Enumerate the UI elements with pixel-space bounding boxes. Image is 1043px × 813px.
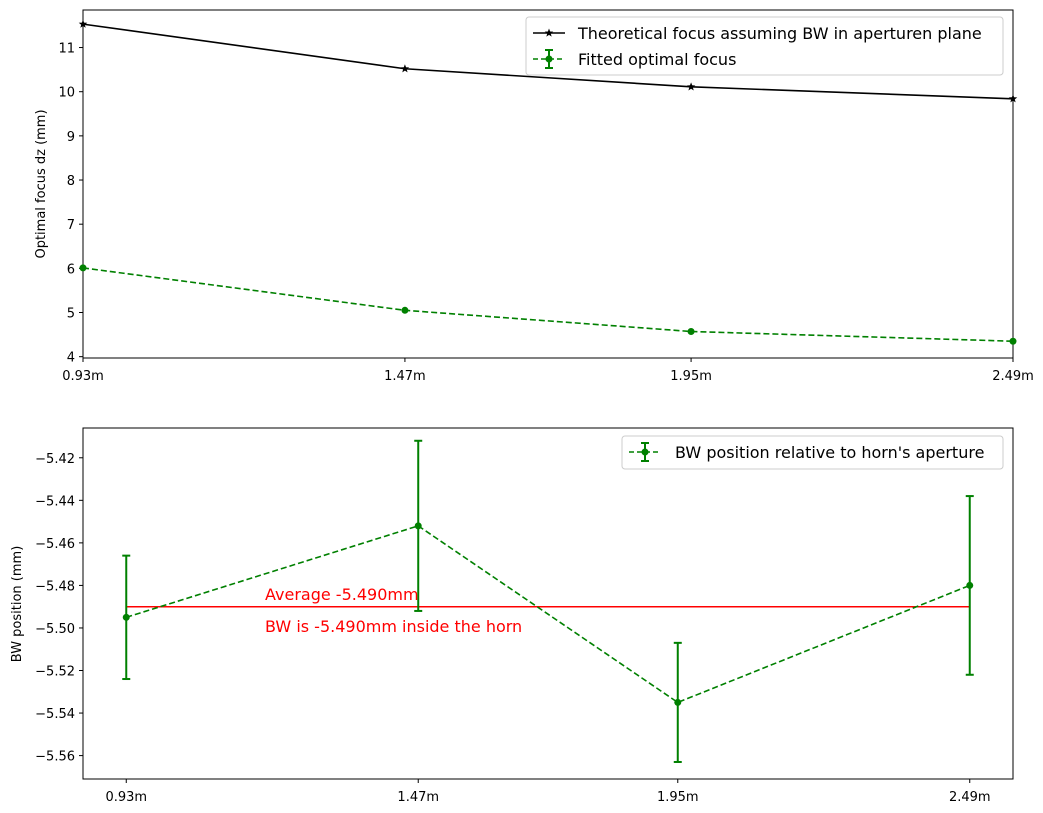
bw-position-chart: −5.42 −5.44 −5.46 −5.48 −5.50 −5.52 −5.54 −5.56… (10, 427, 1014, 805)
bottom-x-tick-label: 2.49m (949, 790, 991, 805)
top-point-star (78, 19, 88, 28)
bottom-x-tick-label: 1.95m (657, 790, 699, 805)
legend-label-bw: BW position relative to horn's aperture (675, 443, 984, 462)
top-point-star (686, 82, 696, 91)
top-x-tick-label: 2.49m (992, 369, 1034, 384)
bottom-y-tick-label: −5.56 (35, 750, 75, 765)
top-plot-frame (82, 9, 1014, 359)
top-y-tick-label: 10 (58, 86, 75, 101)
top-y-axis-label: Optimal focus dz (mm) (34, 109, 49, 258)
top-y-tick-label: 5 (67, 307, 75, 322)
bottom-y-tick-label: −5.46 (35, 537, 75, 552)
top-point-star (1008, 94, 1018, 103)
bottom-y-tick-label: −5.54 (35, 707, 75, 722)
top-series-group (78, 19, 1018, 345)
annotation-inside-horn: BW is -5.490mm inside the horn (265, 617, 522, 636)
top-point-circle (1009, 337, 1017, 345)
bottom-y-axis-label: BW position (mm) (10, 546, 25, 663)
legend-marker-fitted (545, 55, 553, 63)
bottom-y-axis: −5.42 −5.44 −5.46 −5.48 −5.50 −5.52 −5.54 −5.56 (35, 452, 83, 765)
top-y-tick-label: 11 (58, 42, 75, 57)
bottom-y-tick-label: −5.48 (35, 579, 75, 594)
bottom-plot-frame (82, 427, 1014, 780)
legend-label-theoretical: Theoretical focus assuming BW in apertur… (577, 24, 982, 43)
focus-chart: 4 5 6 7 8 9 10 11 0.93m 1.47m 1.95m 2.49m Optimal … (34, 9, 1034, 384)
top-y-axis: 4 5 6 7 8 9 10 11 (58, 42, 83, 366)
bottom-x-tick-label: 1.47m (397, 790, 439, 805)
bottom-point-circle (414, 522, 422, 530)
bottom-y-tick-label: −5.50 (35, 622, 75, 637)
top-x-tick-label: 1.95m (670, 369, 712, 384)
annotation-average: Average -5.490mm (265, 585, 419, 604)
top-x-tick-label: 0.93m (62, 369, 104, 384)
legend-marker-bw (641, 448, 649, 456)
bottom-x-axis: 0.93m 1.47m 1.95m 2.49m (105, 779, 991, 805)
top-point-circle (401, 306, 409, 314)
legend-marker-theoretical (544, 28, 554, 37)
top-y-tick-label: 9 (67, 130, 75, 145)
top-y-tick-label: 6 (67, 262, 75, 277)
top-y-tick-label: 8 (67, 174, 75, 189)
top-point-star (400, 64, 410, 73)
bottom-y-tick-label: −5.44 (35, 494, 75, 509)
bottom-series-group (122, 439, 974, 763)
bottom-point-circle (966, 581, 974, 589)
bottom-series-line-0 (126, 524, 971, 704)
bottom-y-tick-label: −5.52 (35, 665, 75, 680)
top-series-line-0 (82, 23, 1014, 100)
bottom-legend-box (621, 435, 1004, 470)
top-x-tick-label: 1.47m (384, 369, 426, 384)
bottom-y-tick-label: −5.42 (35, 452, 75, 467)
top-legend-box (525, 16, 1004, 76)
bottom-x-tick-label: 0.93m (105, 790, 147, 805)
top-point-circle (79, 264, 87, 272)
bottom-point-circle (122, 613, 130, 621)
legend-label-fitted: Fitted optimal focus (578, 50, 736, 69)
top-y-tick-label: 7 (67, 218, 75, 233)
bottom-legend: BW position relative to horn's aperture (621, 435, 1004, 470)
top-legend: Theoretical focus assuming BW in apertur… (525, 16, 1004, 76)
bottom-point-circle (674, 698, 682, 706)
top-series-line-1 (82, 267, 1014, 343)
top-y-tick-label: 4 (67, 351, 75, 366)
top-x-axis: 0.93m 1.47m 1.95m 2.49m (62, 358, 1034, 384)
top-point-circle (687, 328, 695, 336)
